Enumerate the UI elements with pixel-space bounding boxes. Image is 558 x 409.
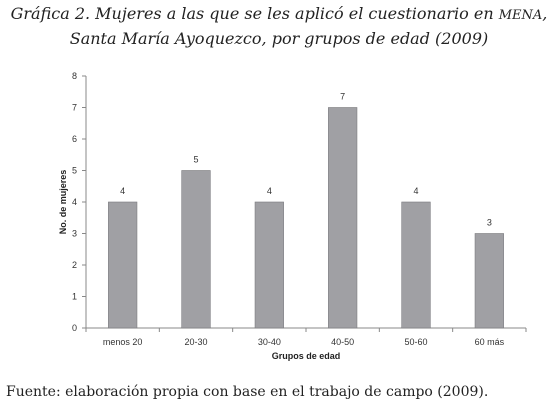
y-tick-label: 6 (72, 134, 77, 144)
caption-line-1: Gráfica 2. Mujeres a las que se les apli… (0, 2, 558, 27)
bar (401, 201, 431, 329)
y-tick-label: 1 (72, 292, 77, 302)
bar (254, 201, 284, 329)
bar (181, 170, 211, 329)
y-tick-label: 3 (72, 229, 77, 239)
y-tick-label: 4 (72, 197, 77, 207)
y-tick-label: 5 (72, 166, 77, 176)
data-label: 4 (413, 186, 418, 196)
y-axis: 0 1 2 3 4 5 6 7 8 (72, 71, 87, 333)
x-tick-label: 60 más (475, 337, 505, 347)
data-label: 4 (120, 186, 125, 196)
x-tick-label: 30-40 (258, 337, 281, 347)
bars: 4 5 4 7 4 3 (108, 92, 504, 329)
chart-caption: Gráfica 2. Mujeres a las que se les apli… (0, 2, 558, 50)
x-tick-label: 40-50 (331, 337, 354, 347)
x-tick-label: 50-60 (404, 337, 427, 347)
y-tick-label: 7 (72, 103, 77, 113)
x-axis: menos 20 20-30 30-40 40-50 50-60 60 más (85, 327, 527, 347)
caption-line-1-text: Gráfica 2. Mujeres a las que se les apli… (10, 4, 499, 23)
x-axis-label: Grupos de edad (272, 351, 341, 361)
y-tick-label: 0 (72, 323, 77, 333)
bar (328, 107, 358, 329)
data-label: 4 (267, 186, 272, 196)
caption-line-1-suffix: , (542, 4, 548, 23)
bar-chart: 0 1 2 3 4 5 6 7 8 menos 20 20-30 30-40 40-50 50-60 60… (58, 71, 527, 361)
bar (108, 201, 138, 329)
data-label: 3 (487, 218, 492, 228)
data-label: 5 (193, 155, 198, 165)
x-tick-label: menos 20 (103, 337, 143, 347)
caption-line-2: Santa María Ayoquezco, por grupos de eda… (69, 29, 489, 48)
x-tick-label: 20-30 (184, 337, 207, 347)
y-axis-label: No. de mujeres (58, 170, 68, 235)
source-note: Fuente: elaboración propia con base en e… (6, 384, 489, 400)
data-label: 7 (340, 92, 345, 102)
y-tick-label: 2 (72, 260, 77, 270)
y-tick-label: 8 (72, 71, 77, 81)
caption-acronym: MENA (498, 8, 543, 23)
bar (474, 233, 504, 329)
